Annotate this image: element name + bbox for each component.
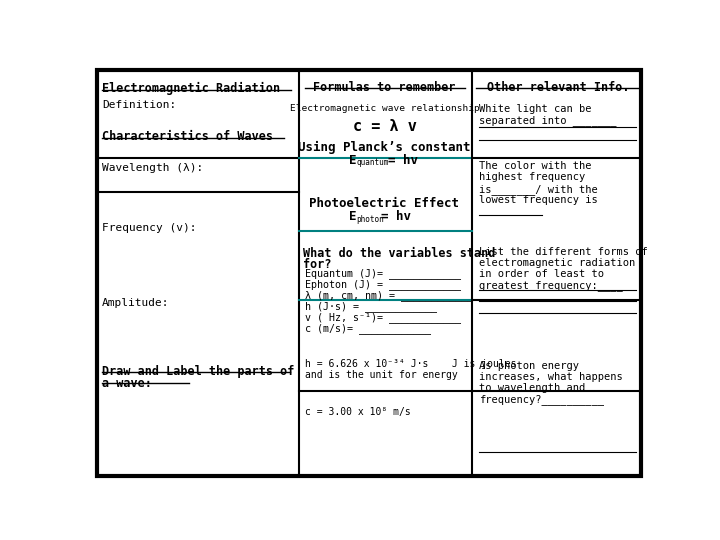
Text: What do the variables stand: What do the variables stand	[303, 246, 495, 260]
Text: Wavelength (λ):: Wavelength (λ):	[102, 163, 204, 172]
Text: = hv: = hv	[381, 210, 410, 224]
Text: photon: photon	[356, 215, 384, 224]
Text: Using Planck’s constant: Using Planck’s constant	[298, 140, 471, 153]
Text: c = λ v: c = λ v	[353, 119, 417, 134]
Text: c (m/s)= ____________: c (m/s)= ____________	[305, 322, 431, 334]
FancyBboxPatch shape	[96, 70, 642, 476]
Text: As photon energy: As photon energy	[479, 361, 579, 371]
Text: for?: for?	[303, 258, 332, 271]
Text: a wave:: a wave:	[102, 377, 152, 390]
Text: separated into _______: separated into _______	[479, 115, 616, 126]
Text: h (J·s) = ____________: h (J·s) = ____________	[305, 301, 437, 312]
Text: E: E	[349, 154, 356, 167]
Text: Photoelectric Effect: Photoelectric Effect	[310, 197, 459, 210]
Text: c = 3.00 x 10⁸ m/s: c = 3.00 x 10⁸ m/s	[305, 407, 410, 416]
Text: v ( Hz, s⁻¹)= ____________: v ( Hz, s⁻¹)= ____________	[305, 312, 461, 323]
Text: Definition:: Definition:	[102, 100, 176, 110]
Text: E: E	[349, 210, 356, 224]
Text: Draw and Label the parts of: Draw and Label the parts of	[102, 365, 294, 378]
Text: is_______/ with the: is_______/ with the	[479, 184, 598, 194]
Text: Frequency (v):: Frequency (v):	[102, 223, 197, 233]
Text: electromagnetic radiation: electromagnetic radiation	[479, 258, 635, 268]
Text: and is the unit for energy: and is the unit for energy	[305, 369, 458, 380]
Text: List the different forms of: List the different forms of	[479, 246, 648, 256]
Text: Amplitude:: Amplitude:	[102, 298, 170, 308]
Text: λ (m, cm, nm) = ____________: λ (m, cm, nm) = ____________	[305, 290, 473, 301]
Text: Other relevant Info.: Other relevant Info.	[487, 80, 630, 93]
Text: The color with the: The color with the	[479, 161, 591, 171]
Text: Electromagnetic Radiation: Electromagnetic Radiation	[102, 82, 280, 96]
Text: greatest frequency:____: greatest frequency:____	[479, 280, 623, 291]
Text: lowest frequency is: lowest frequency is	[479, 195, 598, 205]
Text: Formulas to remember: Formulas to remember	[313, 80, 456, 93]
Text: highest frequency: highest frequency	[479, 172, 585, 183]
Text: White light can be: White light can be	[479, 104, 591, 114]
Text: _______: _______	[479, 206, 523, 216]
Text: Ephoton (J) = ____________: Ephoton (J) = ____________	[305, 279, 461, 291]
Text: quantum: quantum	[356, 158, 389, 167]
Text: in order of least to: in order of least to	[479, 269, 604, 279]
Text: Equantum (J)= ____________: Equantum (J)= ____________	[305, 268, 461, 279]
Text: Electromagnetic wave relationship: Electromagnetic wave relationship	[289, 104, 480, 113]
Text: Characteristics of Waves: Characteristics of Waves	[102, 130, 274, 143]
Text: frequency?__________: frequency?__________	[479, 395, 604, 406]
Text: increases, what happens: increases, what happens	[479, 372, 623, 382]
Text: = hv: = hv	[388, 154, 418, 167]
Text: to wavelength and: to wavelength and	[479, 383, 585, 393]
Text: h = 6.626 x 10⁻³⁴ J·s    J is joules: h = 6.626 x 10⁻³⁴ J·s J is joules	[305, 359, 516, 369]
